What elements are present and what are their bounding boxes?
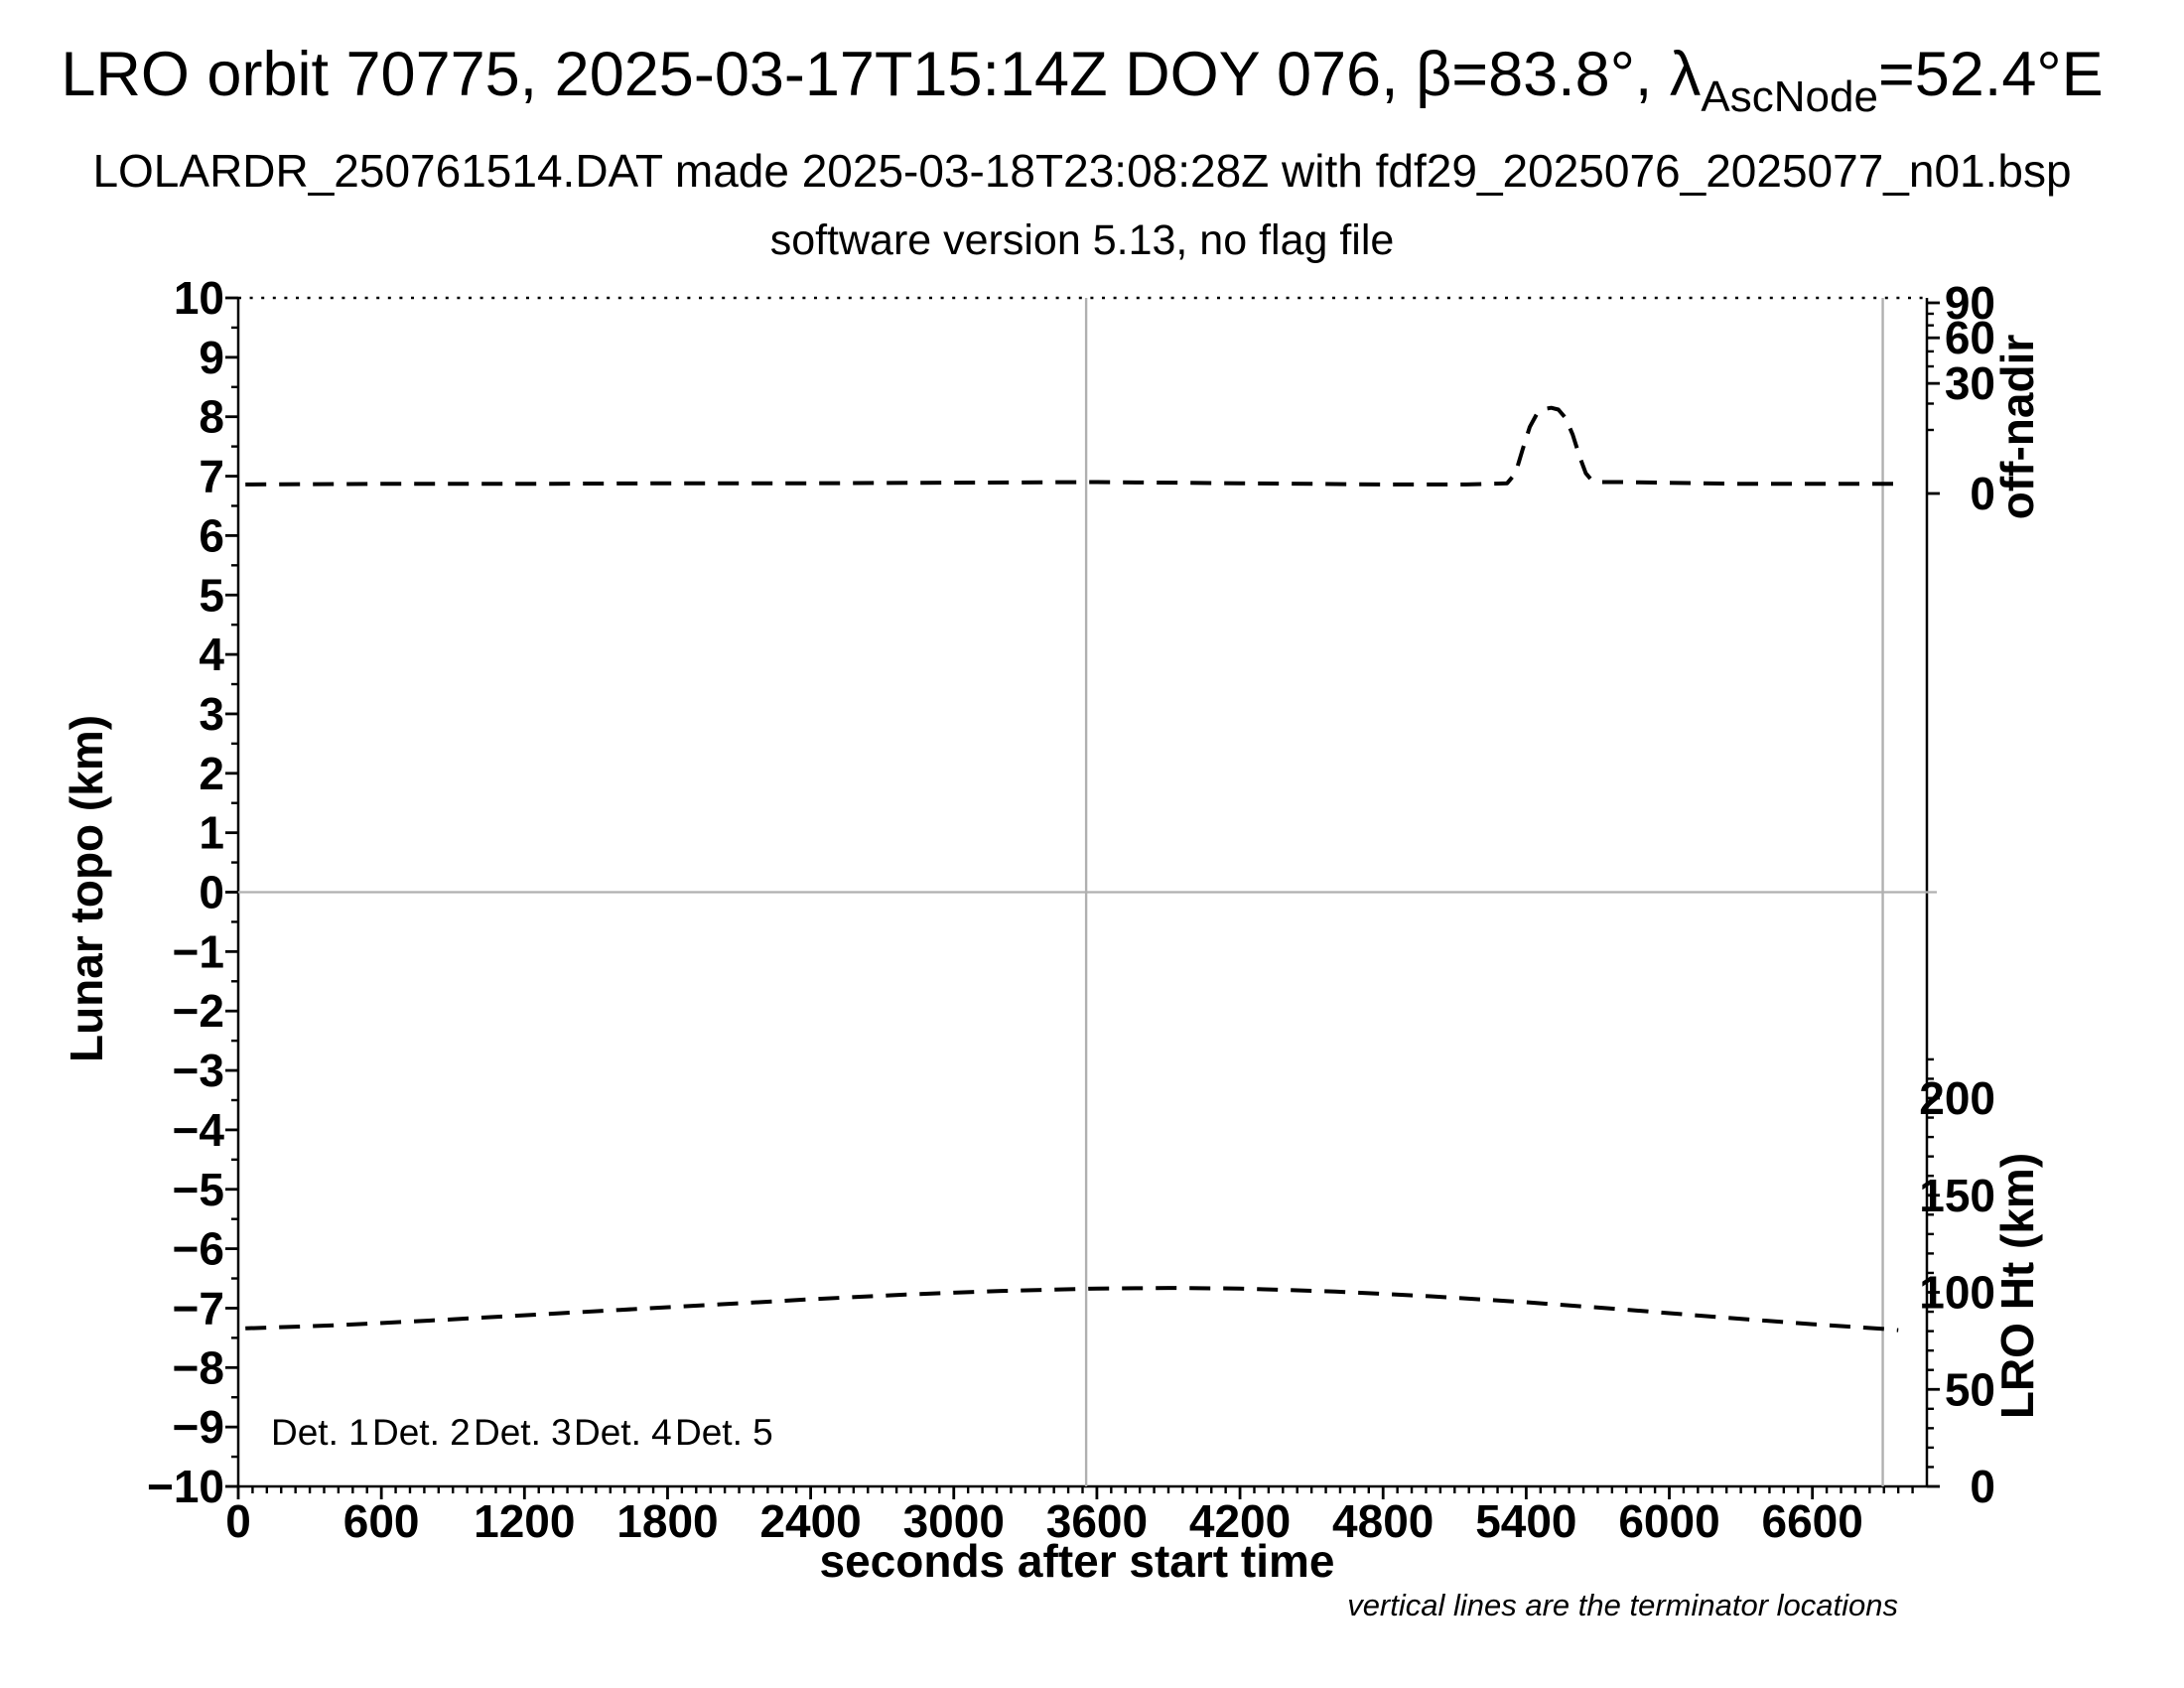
y-tick-label: 6 <box>199 509 224 561</box>
right-axis-title-off-nadir: off-nadir <box>1991 335 2043 520</box>
x-tick-label: 2400 <box>759 1495 861 1547</box>
x-tick-label: 0 <box>225 1495 251 1547</box>
LRO-height-curve <box>245 1286 1899 1333</box>
x-tick-label: 1200 <box>474 1495 575 1547</box>
y-tick-label: 0 <box>199 867 224 918</box>
detector-legend: Det. 1 Det. 2 Det. 3 Det. 4 Det. 5 <box>271 1412 773 1453</box>
y-tick-label: 5 <box>199 569 224 621</box>
x-tick-label: 600 <box>343 1495 420 1547</box>
y-axis-title-lunar-topo: Lunar topo (km) <box>61 715 112 1062</box>
data-curves <box>245 405 1899 1333</box>
x-tick-label: 3000 <box>903 1495 1005 1547</box>
right-axis-title-lro-height: LRO Ht (km) <box>1991 1153 2043 1419</box>
chart-title-main: LRO orbit 70775, 2025-03-17T15:14Z DOY 0… <box>61 40 1701 109</box>
x-tick-label: 5400 <box>1475 1495 1576 1547</box>
y-tick-label: 1 <box>199 807 224 859</box>
x-tick-label: 4200 <box>1189 1495 1291 1547</box>
offnadir-tick-label: 0 <box>1970 468 1995 519</box>
y-tick-label: 7 <box>199 451 224 502</box>
height-tick-label: 0 <box>1970 1461 1995 1512</box>
y-tick-label: −7 <box>173 1282 224 1334</box>
x-axis-title: seconds after start time <box>820 1535 1335 1587</box>
chart-title-tail: =52.4°E <box>1878 40 2104 109</box>
y-tick-label: −5 <box>173 1164 224 1215</box>
y-tick-label: 8 <box>199 391 224 443</box>
offnadir-tick-label: 30 <box>1945 357 1995 409</box>
x-tick-label: 6000 <box>1618 1495 1719 1547</box>
offnadir-tick-label: 90 <box>1945 277 1995 329</box>
chart-subtitle: LOLARDR_250761514.DAT made 2025-03-18T23… <box>92 145 2071 197</box>
software-version-line: software version 5.13, no flag file <box>770 216 1395 264</box>
reference-lines <box>238 298 1937 1486</box>
spacecraft-off-nadir-angle-curve <box>245 405 1899 487</box>
x-tick-label: 1800 <box>616 1495 718 1547</box>
x-tick-label: 4800 <box>1332 1495 1433 1547</box>
legend-label-det-1: Det. 1 <box>271 1412 369 1453</box>
height-tick-label: 100 <box>1919 1267 1995 1319</box>
legend-label-det-5: Det. 5 <box>675 1412 773 1453</box>
y-tick-label: −3 <box>173 1045 224 1096</box>
x-tick-label: 3600 <box>1046 1495 1148 1547</box>
y-tick-label: 9 <box>199 332 224 383</box>
offnadir-tick-label: 60 <box>1945 312 1995 363</box>
y-tick-label: 2 <box>199 748 224 799</box>
y-tick-label: −9 <box>173 1401 224 1453</box>
height-tick-label: 200 <box>1919 1072 1995 1124</box>
height-tick-label: 150 <box>1919 1170 1995 1221</box>
y-tick-label: 4 <box>199 629 224 680</box>
chart-title: LRO orbit 70775, 2025-03-17T15:14Z DOY 0… <box>61 40 2103 121</box>
x-tick-label: 6600 <box>1762 1495 1863 1547</box>
y-tick-label: −1 <box>173 925 224 977</box>
legend-label-det-2: Det. 2 <box>372 1412 471 1453</box>
y-tick-label: −8 <box>173 1341 224 1393</box>
y-tick-label: −2 <box>173 985 224 1037</box>
chart-title-subscript: AscNode <box>1701 72 1878 121</box>
legend-label-det-3: Det. 3 <box>474 1412 572 1453</box>
y-tick-label: 10 <box>174 272 224 324</box>
y-tick-label: −6 <box>173 1223 224 1275</box>
y-tick-label: −4 <box>173 1104 225 1156</box>
legend-label-det-4: Det. 4 <box>574 1412 672 1453</box>
y-tick-label: −10 <box>147 1461 224 1512</box>
axis-ticks: 0 600 1200 1800 2400 3000 3600 4200 4800 5400 6000… <box>147 272 1995 1547</box>
terminator-footnote: vertical lines are the terminator locati… <box>1347 1588 1898 1622</box>
y-tick-label: 3 <box>199 688 224 740</box>
height-tick-label: 50 <box>1945 1363 1995 1415</box>
